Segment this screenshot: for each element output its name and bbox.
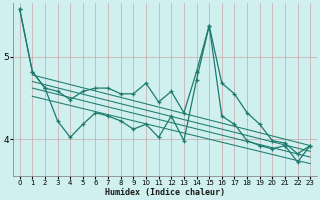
X-axis label: Humidex (Indice chaleur): Humidex (Indice chaleur) bbox=[105, 188, 225, 197]
